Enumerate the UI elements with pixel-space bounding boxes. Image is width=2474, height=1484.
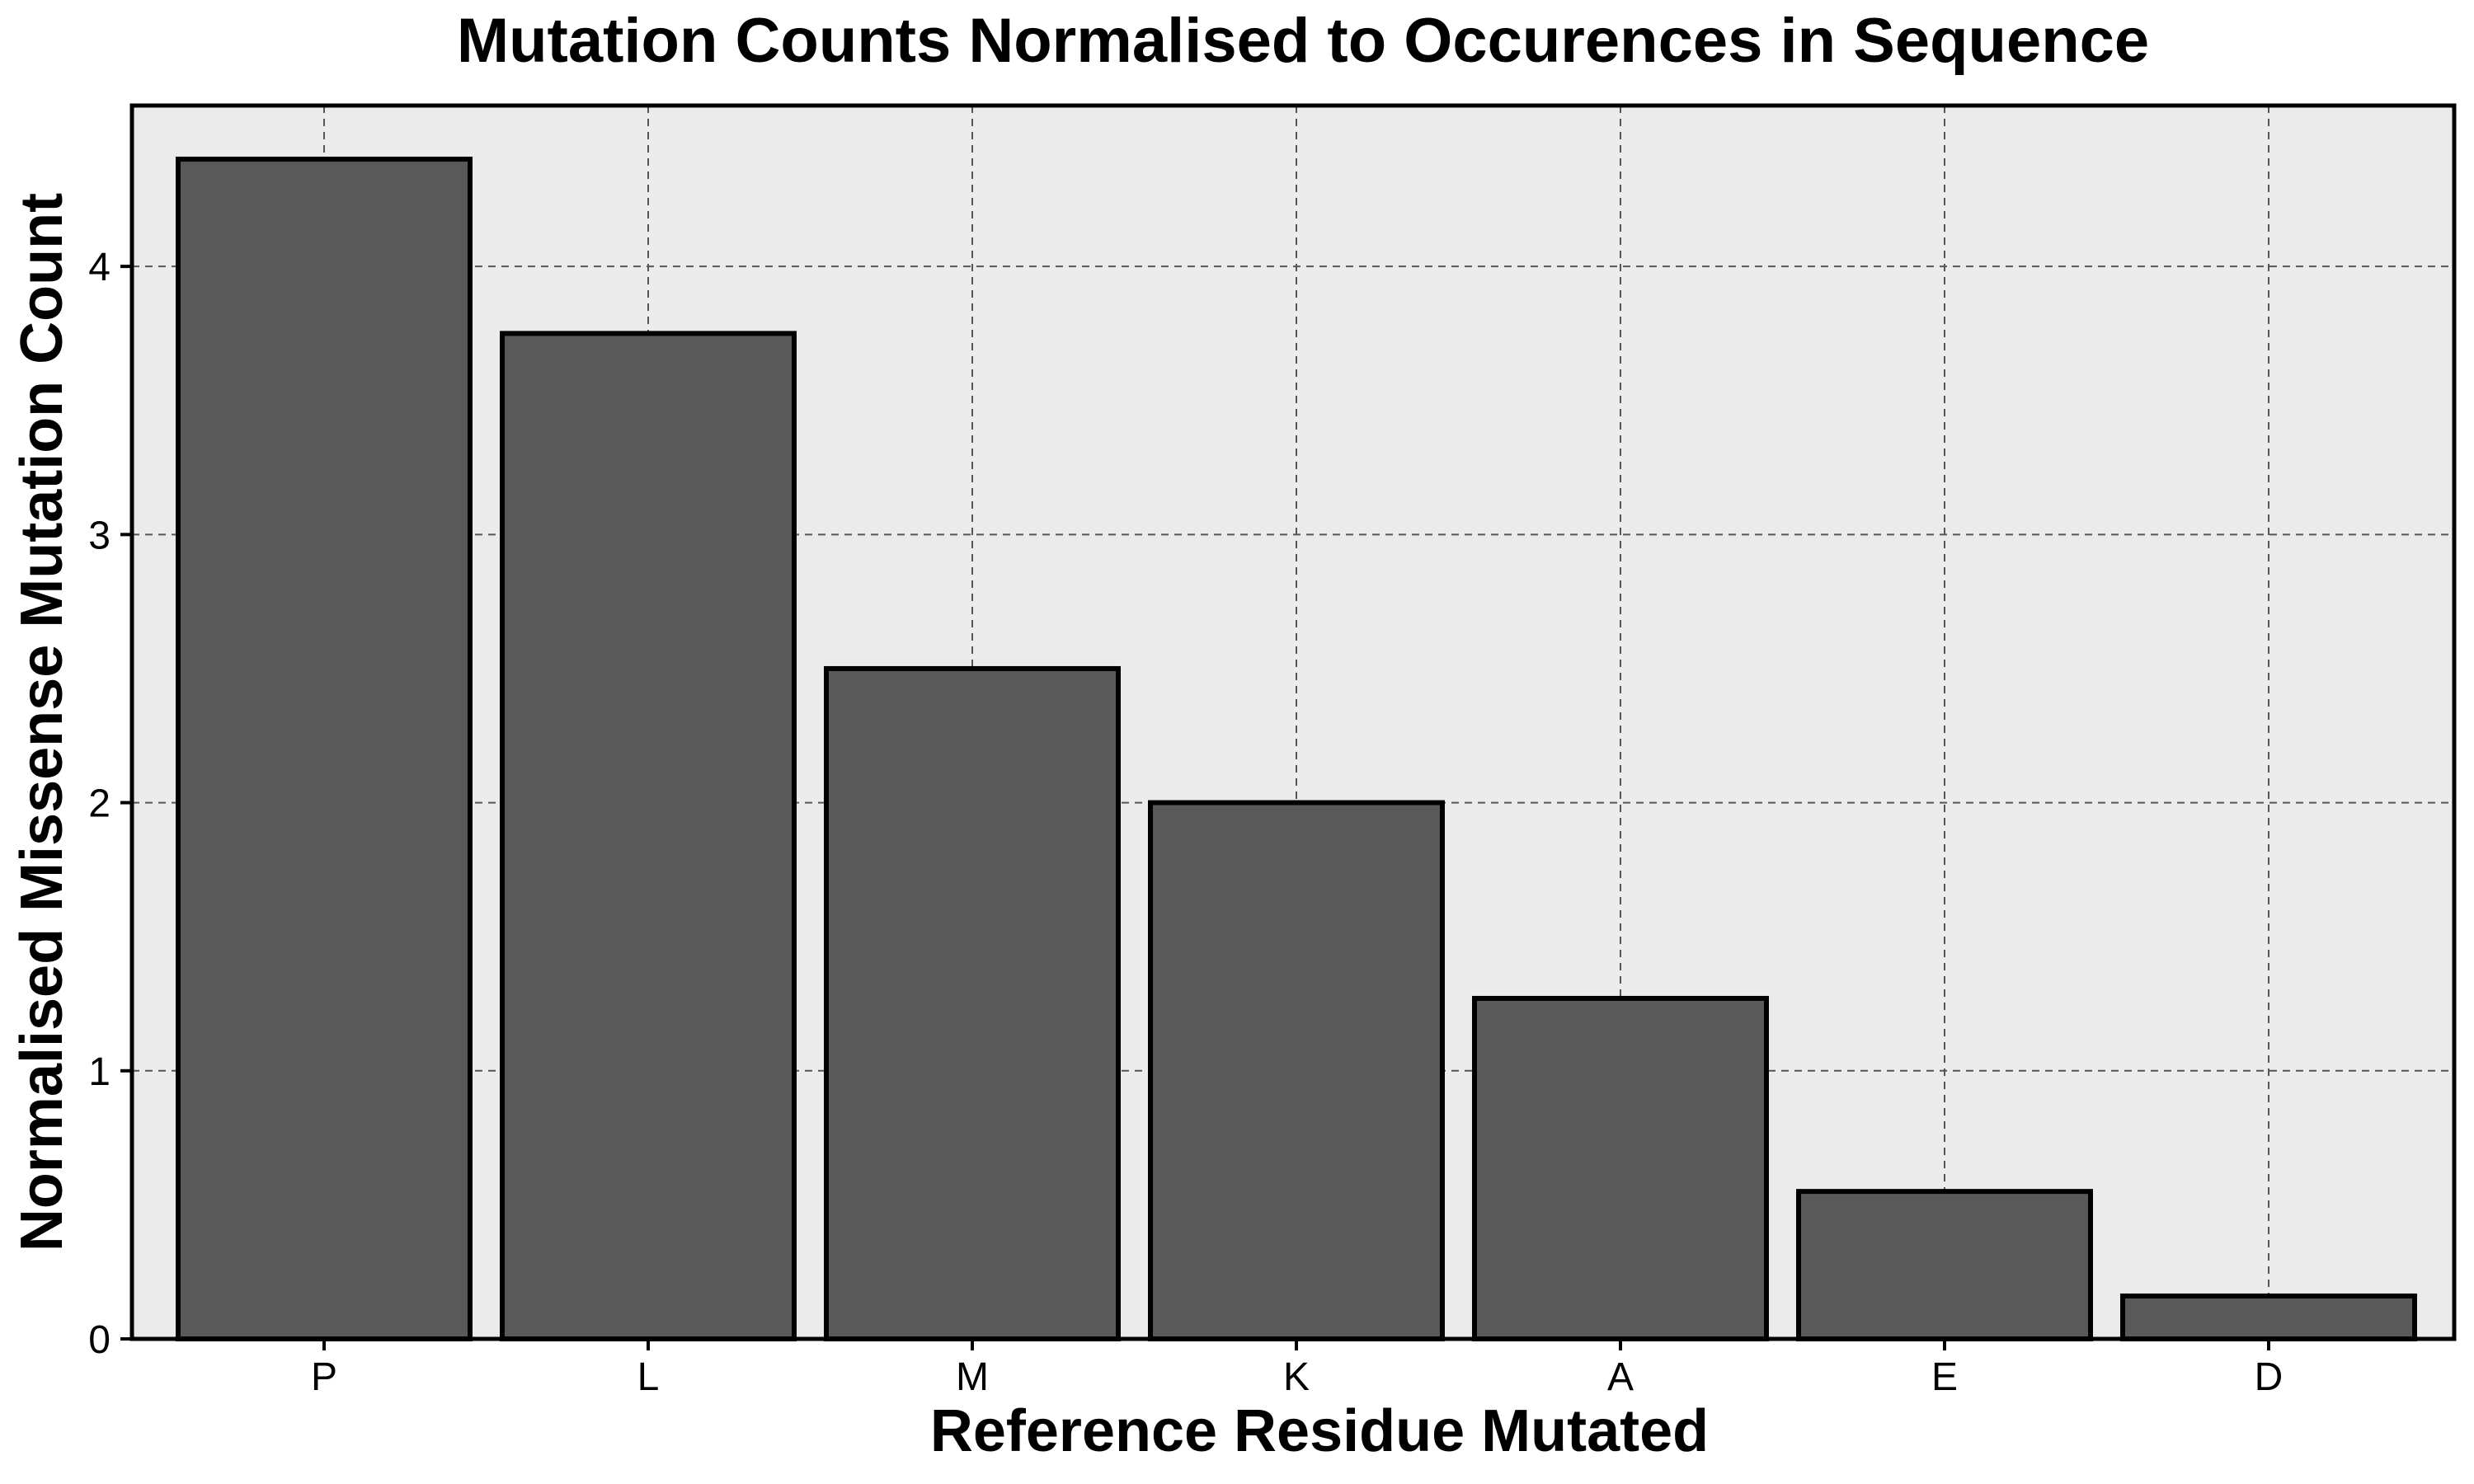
y-tick-label: 3 bbox=[88, 514, 111, 557]
x-axis-label: Reference Residue Mutated bbox=[930, 1398, 1709, 1464]
y-tick-label: 2 bbox=[88, 782, 111, 826]
x-tick-label: M bbox=[956, 1355, 989, 1399]
x-tick-label: E bbox=[1931, 1355, 1958, 1399]
bar-M bbox=[824, 665, 1121, 1341]
x-tick-label: D bbox=[2255, 1355, 2284, 1399]
x-tick-label: K bbox=[1283, 1355, 1310, 1399]
bar-A bbox=[1472, 995, 1769, 1341]
y-tick-label: 0 bbox=[88, 1318, 111, 1362]
bar-E bbox=[1796, 1189, 2093, 1342]
bar-D bbox=[2120, 1293, 2417, 1341]
chart-title: Mutation Counts Normalised to Occurences… bbox=[457, 6, 2149, 76]
x-tick-label: L bbox=[637, 1355, 660, 1399]
x-tick-label: P bbox=[311, 1355, 337, 1399]
y-tick-label: 1 bbox=[88, 1050, 111, 1094]
bar-K bbox=[1148, 800, 1445, 1341]
axis-ticks: 0 1 2 3 4 P L M K A E D bbox=[88, 246, 2283, 1399]
y-tick-label: 4 bbox=[88, 246, 111, 289]
plot-frame bbox=[129, 103, 2457, 1341]
bar-P bbox=[176, 157, 473, 1342]
bars bbox=[176, 157, 2417, 1342]
y-axis-label: Normalised Missense Mutation Count bbox=[9, 193, 75, 1252]
bar-L bbox=[500, 331, 797, 1341]
x-tick-label: A bbox=[1607, 1355, 1634, 1399]
